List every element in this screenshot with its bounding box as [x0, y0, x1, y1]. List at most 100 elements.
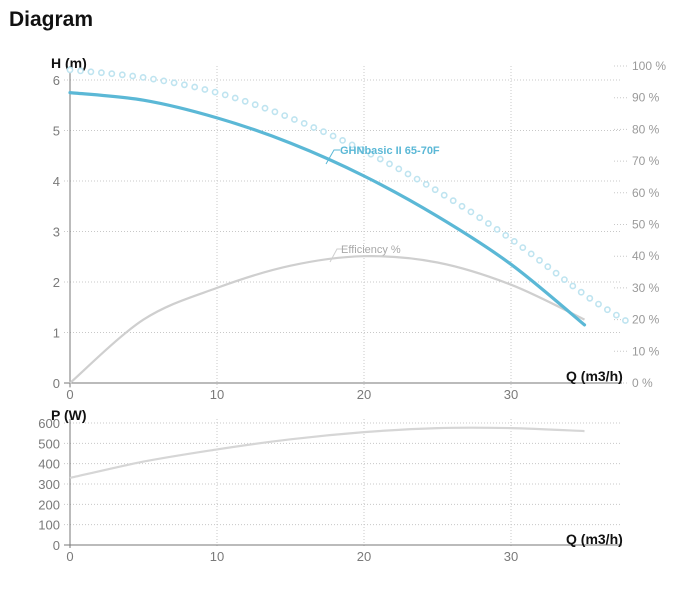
power-x-tick-label: 30: [504, 549, 518, 564]
head-dotted-curve-point: [290, 116, 298, 123]
head-y2-tick-label: 0 %: [632, 376, 653, 390]
head-dotted-curve-point: [440, 191, 448, 199]
head-dotted-curve-point: [569, 282, 577, 290]
head-dotted-curve-point: [510, 237, 518, 245]
head-dotted-curve-point: [108, 70, 116, 78]
head-dotted-curve-point: [502, 231, 510, 239]
head-dotted-curve-point: [422, 180, 430, 188]
head-y2-tick-label: 10 %: [632, 344, 660, 358]
head-dotted-curve-point: [300, 120, 308, 127]
head-dotted-curve-point: [348, 141, 356, 149]
head-dotted-curve-point: [191, 83, 199, 91]
head-dotted-curve-point: [281, 112, 289, 119]
head-x-tick-label: 10: [210, 387, 224, 402]
head-y2-tick-label: 80 %: [632, 122, 660, 136]
head-dotted-curve-point: [66, 66, 74, 74]
power-y-tick-label: 300: [38, 477, 60, 492]
head-dotted-curve-point: [386, 160, 393, 168]
power-y-tick-label: 400: [38, 457, 60, 472]
head-y-tick-label: 6: [53, 73, 60, 88]
head-y2-tick-label: 50 %: [632, 218, 660, 232]
head-dotted-curve-point: [150, 75, 157, 83]
head-dotted-curve-point: [367, 150, 375, 158]
head-dotted-curve-point: [595, 300, 602, 308]
power-y-tick-label: 0: [53, 538, 60, 553]
head-y-axis-title: H (m): [51, 55, 87, 71]
head-y-tick-label: 3: [53, 225, 60, 240]
power-x-axis-title: Q (m3/h): [566, 531, 623, 547]
head-x-axis-title: Q (m3/h): [566, 368, 623, 384]
head-dotted-curve-point: [552, 269, 560, 277]
head-dotted-curve-point: [376, 155, 384, 163]
head-dotted-curve-point: [467, 208, 475, 216]
head-dotted-curve-point: [622, 317, 629, 324]
head-y2-tick-label: 20 %: [632, 313, 660, 327]
head-dotted-curve-point: [604, 306, 611, 314]
head-dotted-curve-point: [87, 68, 95, 76]
head-y-tick-label: 1: [53, 326, 60, 341]
head-x-tick-label: 0: [66, 387, 73, 402]
head-dotted-curve-point: [431, 186, 439, 194]
head-dotted-curve-point: [493, 225, 501, 233]
head-dotted-curve-point: [241, 97, 249, 105]
head-dotted-curve-point: [129, 72, 137, 80]
head-dotted-curve-point: [221, 91, 229, 99]
head-y2-tick-label: 40 %: [632, 249, 660, 263]
head-dotted-curve-point: [211, 88, 219, 96]
head-dotted-curve-point: [251, 101, 259, 109]
head-y-tick-label: 4: [53, 174, 60, 189]
head-dotted-curve-point: [404, 170, 412, 178]
head-dotted-curve-point: [586, 294, 594, 302]
head-dotted-curve-point: [310, 124, 318, 131]
head-y2-tick-label: 90 %: [632, 91, 660, 105]
pump-head-curve: [68, 91, 587, 327]
head-dotted-curve-point: [98, 69, 105, 77]
head-dotted-curve-point: [180, 81, 188, 89]
efficiency-curve: [69, 255, 585, 384]
head-dotted-curve-point: [201, 86, 209, 93]
head-dotted-curve-point: [261, 104, 269, 112]
pump-head-curve-label: GHNbasic II 65-70F: [340, 145, 440, 157]
page-title: Diagram: [9, 8, 94, 31]
head-dotted-curve-point: [231, 94, 239, 102]
head-dotted-curve-point: [527, 250, 535, 258]
head-x-tick-label: 20: [357, 387, 371, 402]
head-dotted-curve-point: [458, 202, 466, 210]
head-dotted-curve-point: [320, 128, 327, 136]
head-dotted-curve-point: [577, 288, 585, 296]
head-y-tick-label: 5: [53, 124, 60, 139]
head-dotted-curve-point: [271, 108, 279, 116]
head-y2-tick-label: 30 %: [632, 281, 660, 295]
head-dotted-curve-point: [449, 197, 457, 205]
head-dotted-curve-point: [118, 71, 126, 79]
head-dotted-curve-point: [476, 214, 484, 222]
head-dotted-curve-point: [339, 136, 346, 144]
head-dotted-curve-point: [613, 311, 620, 319]
head-dotted-curve-point: [536, 256, 543, 264]
power-y-axis-title: P (W): [51, 407, 87, 423]
power-x-tick-label: 10: [210, 549, 224, 564]
pump-head-label-leader: [325, 149, 340, 165]
power-y-tick-label: 600: [38, 416, 60, 431]
head-dotted-curve-path: [70, 70, 629, 323]
head-dotted-curve-point: [170, 79, 178, 87]
power-x-tick-label: 0: [66, 549, 73, 564]
head-dotted-curve-point: [139, 74, 147, 81]
efficiency-curve-label: Efficiency %: [341, 244, 401, 256]
head-dotted-curve-point: [77, 67, 84, 75]
head-x-tick-label: 30: [504, 387, 518, 402]
head-dotted-curve-point: [413, 175, 421, 183]
head-y2-tick-label: 60 %: [632, 186, 660, 200]
head-y2-tick-label: 70 %: [632, 154, 660, 168]
power-x-tick-label: 20: [357, 549, 371, 564]
head-dotted-curve-point: [484, 220, 492, 227]
power-y-tick-label: 500: [38, 436, 60, 451]
head-dotted-curve-point: [160, 77, 168, 85]
head-dotted-curve-point: [395, 165, 403, 173]
power-y-tick-label: 200: [38, 497, 60, 512]
head-dotted-curve-point: [544, 263, 552, 271]
head-y-tick-label: 2: [53, 275, 60, 290]
head-dotted-curve-point: [519, 244, 527, 251]
head-dotted-curve-point: [329, 132, 337, 140]
